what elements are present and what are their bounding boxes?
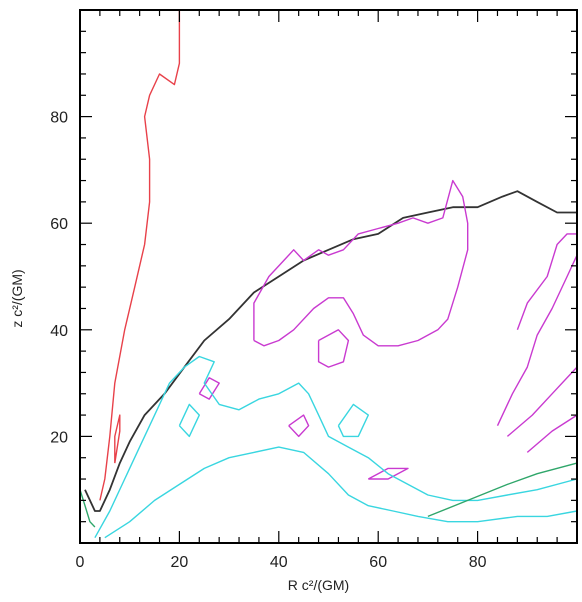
magenta-contour-11	[367, 467, 409, 480]
x-tick-label: 0	[76, 554, 85, 571]
cyan-contour-14	[337, 403, 369, 438]
x-tick-label: 60	[369, 554, 387, 571]
magenta-contour-10	[198, 377, 220, 400]
red-contour-1	[114, 414, 121, 464]
magenta-contour-5	[288, 414, 310, 438]
y-tick-label: 40	[50, 323, 68, 340]
y-axis-label: z c²/(GM)	[9, 269, 25, 327]
y-tick-label: 80	[50, 110, 68, 127]
y-tick-label: 60	[50, 216, 68, 233]
green-contour-17	[79, 489, 96, 528]
x-tick-label: 40	[270, 554, 288, 571]
cyan-contour-12	[94, 355, 578, 539]
cyan-contour-15	[178, 403, 201, 438]
y-tick-label: 20	[50, 429, 68, 446]
x-tick-label: 80	[469, 554, 487, 571]
magenta-contour-7	[506, 366, 578, 437]
magenta-contour-4	[317, 329, 350, 368]
x-tick-label: 20	[171, 554, 189, 571]
magenta-contour-3	[253, 179, 469, 347]
magenta-contour-9	[516, 233, 577, 331]
axis-ticks: 0 20 40 60 80 20 40 60 80	[50, 9, 578, 571]
x-axis-label: R c²/(GM)	[288, 577, 349, 593]
magenta-contour-8	[526, 414, 578, 453]
plot-frame	[79, 9, 578, 544]
green-contour-16	[427, 462, 578, 518]
black-contour-2	[84, 190, 577, 512]
cyan-contour-13	[104, 446, 578, 539]
magenta-contour-6	[496, 254, 578, 426]
contour-lines	[79, 10, 578, 539]
red-contour-0	[99, 10, 181, 501]
